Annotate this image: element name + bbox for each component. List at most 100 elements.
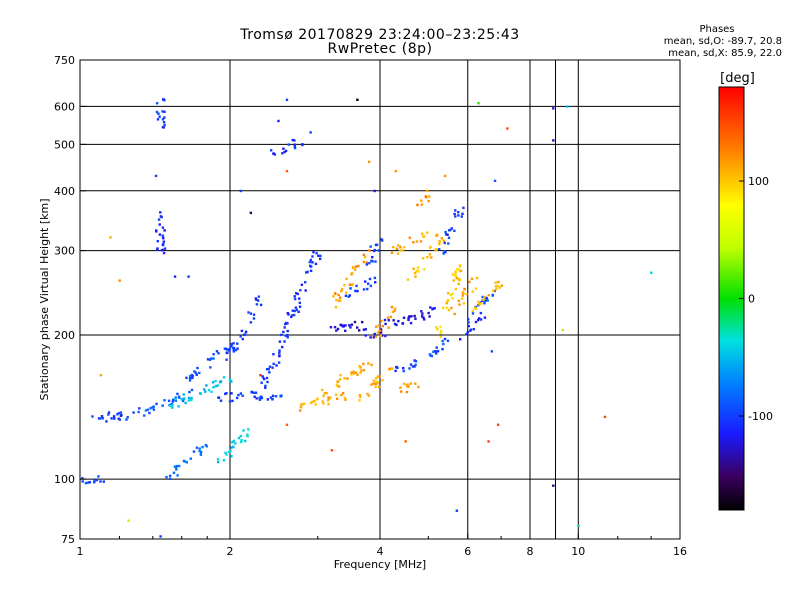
echo-point bbox=[294, 306, 298, 309]
echo-point bbox=[190, 388, 194, 392]
echo-point bbox=[374, 385, 377, 389]
echo-point bbox=[299, 288, 302, 292]
echo-point bbox=[420, 203, 424, 206]
echo-point bbox=[366, 282, 370, 285]
echo-point bbox=[333, 325, 337, 329]
echo-point bbox=[345, 291, 348, 294]
echo-point bbox=[441, 347, 444, 351]
y-tick-label: 750 bbox=[54, 54, 75, 67]
echo-point bbox=[280, 333, 283, 337]
echo-point bbox=[370, 363, 373, 367]
echo-point bbox=[440, 237, 443, 240]
echo-point bbox=[241, 394, 244, 397]
echo-point bbox=[454, 215, 457, 218]
echo-point bbox=[346, 377, 349, 380]
echo-point bbox=[308, 260, 312, 264]
echo-point bbox=[168, 474, 172, 478]
echo-point bbox=[429, 245, 432, 249]
echo-point bbox=[158, 233, 162, 236]
echo-point bbox=[362, 288, 366, 291]
echo-point bbox=[439, 331, 442, 335]
echo-point bbox=[349, 287, 352, 290]
echo-point bbox=[443, 241, 446, 245]
echo-point bbox=[281, 152, 284, 155]
echo-point bbox=[291, 138, 295, 142]
echo-point bbox=[293, 309, 296, 313]
echo-point bbox=[387, 326, 390, 329]
echo-point bbox=[356, 289, 359, 293]
y-tick-label: 600 bbox=[54, 100, 75, 113]
echo-point bbox=[359, 366, 362, 369]
echo-point bbox=[465, 333, 468, 336]
echo-point bbox=[314, 403, 317, 406]
echo-point bbox=[414, 275, 417, 278]
echo-point bbox=[254, 297, 257, 300]
echo-point bbox=[118, 418, 122, 421]
echo-point bbox=[406, 278, 410, 281]
echo-point bbox=[161, 404, 164, 407]
echo-point bbox=[358, 393, 362, 397]
echo-point bbox=[387, 319, 390, 322]
echo-point bbox=[219, 380, 223, 383]
x-axis-label: Frequency [MHz] bbox=[334, 558, 426, 571]
echo-point bbox=[360, 320, 364, 324]
echo-point bbox=[155, 230, 158, 233]
echo-point bbox=[475, 276, 479, 280]
echo-point bbox=[442, 252, 445, 255]
scatter-point bbox=[490, 350, 494, 353]
echo-point bbox=[336, 380, 339, 384]
echo-point bbox=[394, 369, 397, 373]
echo-point bbox=[283, 340, 286, 343]
echo-point bbox=[491, 293, 495, 297]
echo-point bbox=[335, 397, 339, 400]
echo-point bbox=[282, 147, 285, 150]
echo-point bbox=[355, 284, 358, 288]
echo-point bbox=[234, 348, 238, 352]
echo-point bbox=[334, 393, 338, 396]
echo-point bbox=[311, 400, 314, 404]
scatter-point bbox=[259, 373, 262, 377]
echo-point bbox=[423, 318, 426, 321]
echo-point bbox=[466, 330, 470, 334]
echo-point bbox=[344, 324, 347, 327]
scatter-point bbox=[285, 98, 289, 101]
echo-point bbox=[339, 373, 342, 377]
echo-point bbox=[431, 307, 434, 311]
echo-point bbox=[373, 276, 377, 280]
echo-point bbox=[374, 335, 377, 338]
echo-point bbox=[152, 405, 155, 408]
scatter-point bbox=[561, 328, 564, 332]
echo-point bbox=[291, 309, 294, 312]
echo-point bbox=[426, 189, 429, 193]
echo-point bbox=[369, 245, 372, 248]
echo-point bbox=[417, 385, 420, 389]
scatter-point bbox=[99, 373, 103, 377]
echo-point bbox=[198, 449, 201, 452]
echo-point bbox=[231, 440, 234, 444]
echo-point bbox=[283, 150, 286, 154]
echo-point bbox=[205, 384, 208, 387]
echo-point bbox=[350, 323, 354, 326]
echo-point bbox=[371, 255, 374, 259]
echo-point bbox=[408, 315, 411, 318]
echo-point bbox=[349, 326, 352, 329]
echo-point bbox=[157, 218, 161, 221]
echo-point bbox=[227, 450, 231, 454]
echo-point bbox=[247, 428, 250, 431]
echo-point bbox=[167, 399, 171, 402]
echo-point bbox=[143, 414, 146, 417]
scatter-point bbox=[154, 174, 158, 178]
y-tick-label: 200 bbox=[54, 329, 75, 342]
echo-point bbox=[413, 314, 416, 318]
echo-point bbox=[476, 318, 480, 322]
echo-point bbox=[362, 328, 366, 331]
echo-point bbox=[278, 354, 281, 358]
echo-point bbox=[144, 409, 148, 412]
echo-point bbox=[162, 240, 166, 243]
echo-point bbox=[432, 307, 436, 310]
echo-point bbox=[177, 405, 180, 408]
echo-point bbox=[185, 376, 188, 380]
echo-point bbox=[254, 391, 258, 394]
echo-point bbox=[450, 227, 453, 230]
echo-point bbox=[273, 153, 277, 156]
